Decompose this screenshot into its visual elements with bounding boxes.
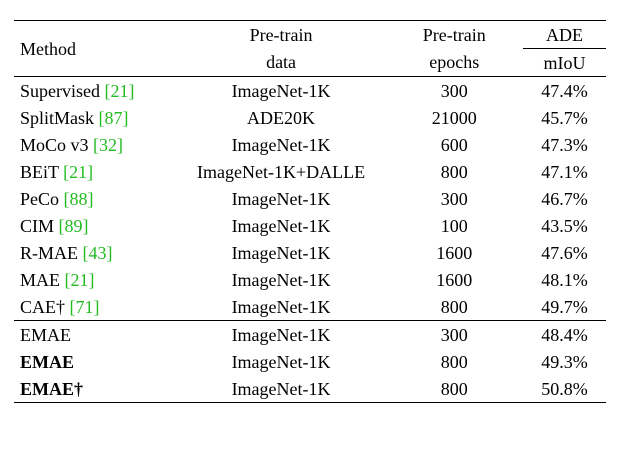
- citation-link[interactable]: [88]: [63, 188, 94, 209]
- ade-group-header: ADE: [523, 20, 606, 49]
- header-row-2: data epochs mIoU: [14, 48, 606, 77]
- pretrain-data-cell: ImageNet-1K: [176, 320, 386, 348]
- pretrain-data-header-line2: data: [176, 48, 386, 77]
- pretrain-epochs-cell: 300: [440, 80, 468, 101]
- miou-cell: 50.8%: [523, 375, 606, 403]
- method-header-label: Method: [20, 38, 76, 59]
- pretrain-data-cell: ImageNet-1K: [231, 215, 331, 236]
- pretrain-epochs-cell: 100: [440, 215, 468, 236]
- method-cell: PeCo [88]: [14, 185, 177, 212]
- table-row: EMAE ImageNet-1K 300 48.4%: [14, 320, 606, 348]
- method-cell: EMAE†: [14, 375, 177, 403]
- method-cell: MAE [21]: [14, 266, 177, 293]
- citation-link[interactable]: [43]: [82, 242, 113, 263]
- miou-cell: 47.6%: [541, 242, 588, 263]
- pretrain-epochs-cell: 800: [385, 375, 524, 403]
- method-name: EMAE: [20, 324, 71, 345]
- pretrain-epochs-cell: 300: [385, 320, 524, 348]
- citation-link[interactable]: [21]: [104, 80, 135, 101]
- method-name: Supervised: [20, 80, 100, 101]
- citation-link[interactable]: [32]: [93, 134, 124, 155]
- table-row: CAE† [71] ImageNet-1K 800 49.7%: [14, 293, 606, 321]
- method-header: Method: [14, 20, 177, 77]
- method-cell: EMAE: [14, 320, 177, 348]
- miou-cell: 47.3%: [541, 134, 588, 155]
- miou-cell: 47.1%: [541, 161, 588, 182]
- pretrain-data-cell: ImageNet-1K: [231, 296, 331, 317]
- miou-cell: 48.4%: [523, 320, 606, 348]
- method-cell: CIM [89]: [14, 212, 177, 239]
- pretrain-epochs-cell: 800: [440, 161, 468, 182]
- miou-cell: 49.3%: [541, 351, 588, 372]
- pretrain-data-cell: ImageNet-1K: [231, 242, 331, 263]
- pretrain-data-cell: ImageNet-1K: [176, 375, 386, 403]
- method-name: PeCo: [20, 188, 60, 209]
- citation-link[interactable]: [89]: [58, 215, 89, 236]
- method-name: CAE†: [20, 296, 65, 317]
- method-name: CIM: [20, 215, 55, 236]
- pretrain-data-cell: ImageNet-1K: [231, 188, 331, 209]
- citation-link[interactable]: [71]: [69, 296, 100, 317]
- method-cell: CAE† [71]: [14, 293, 177, 321]
- miou-cell: 47.4%: [541, 80, 588, 101]
- pretrain-epochs-cell: 800: [440, 296, 468, 317]
- pretrain-data-cell: ImageNet-1K+DALLE: [197, 161, 366, 182]
- table-row: BEiT [21] ImageNet-1K+DALLE 800 47.1%: [14, 158, 606, 185]
- miou-cell: 48.1%: [541, 269, 588, 290]
- table-row: MAE [21] ImageNet-1K 1600 48.1%: [14, 266, 606, 293]
- method-name: MoCo v3: [20, 134, 89, 155]
- pretrain-epochs-header-line2: epochs: [385, 48, 524, 77]
- pretrain-epochs-header-line1: Pre-train: [385, 20, 524, 49]
- pretrain-epochs-cell: 21000: [431, 107, 477, 128]
- method-name: EMAE†: [20, 378, 83, 399]
- pretrain-data-cell: ImageNet-1K: [231, 269, 331, 290]
- miou-cell: 45.7%: [541, 107, 588, 128]
- table-row: CIM [89] ImageNet-1K 100 43.5%: [14, 212, 606, 239]
- method-cell: R-MAE [43]: [14, 239, 177, 266]
- method-name: MAE: [20, 269, 60, 290]
- pretrain-epochs-cell: 800: [440, 351, 468, 372]
- table-row: PeCo [88] ImageNet-1K 300 46.7%: [14, 185, 606, 212]
- method-cell: EMAE: [14, 348, 177, 375]
- citation-link[interactable]: [21]: [63, 161, 94, 182]
- header-row-1: Method Pre-train Pre-train ADE: [14, 20, 606, 77]
- table-row: SplitMask [87] ADE20K 21000 45.7%: [14, 104, 606, 131]
- results-table: Method Pre-train Pre-train ADE data epoc…: [14, 20, 606, 403]
- method-name: SplitMask: [20, 107, 95, 128]
- pretrain-data-cell: ImageNet-1K: [231, 134, 331, 155]
- method-name: BEiT: [20, 161, 59, 182]
- miou-cell: 49.7%: [541, 296, 588, 317]
- table-row: Supervised [21] ImageNet-1K 300 47.4%: [14, 77, 606, 105]
- method-name: EMAE: [20, 351, 74, 372]
- miou-cell: 46.7%: [541, 188, 588, 209]
- table-body: Supervised [21] ImageNet-1K 300 47.4% SplitM…: [14, 77, 606, 403]
- method-cell: BEiT [21]: [14, 158, 177, 185]
- pretrain-epochs-cell: 300: [440, 188, 468, 209]
- method-cell: Supervised [21]: [14, 77, 177, 105]
- pretrain-epochs-cell: 600: [440, 134, 468, 155]
- miou-cell: 43.5%: [541, 215, 588, 236]
- method-cell: SplitMask [87]: [14, 104, 177, 131]
- citation-link[interactable]: [21]: [64, 269, 95, 290]
- table-row: MoCo v3 [32] ImageNet-1K 600 47.3%: [14, 131, 606, 158]
- method-cell: MoCo v3 [32]: [14, 131, 177, 158]
- pretrain-epochs-cell: 1600: [436, 242, 473, 263]
- table-row: EMAE† ImageNet-1K 800 50.8%: [14, 375, 606, 403]
- pretrain-data-cell: ImageNet-1K: [231, 80, 331, 101]
- pretrain-data-cell: ImageNet-1K: [231, 351, 331, 372]
- pretrain-epochs-cell: 1600: [436, 269, 473, 290]
- miou-header: mIoU: [523, 48, 606, 77]
- pretrain-data-cell: ADE20K: [247, 107, 316, 128]
- citation-link[interactable]: [87]: [98, 107, 129, 128]
- table-row: R-MAE [43] ImageNet-1K 1600 47.6%: [14, 239, 606, 266]
- method-name: R-MAE: [20, 242, 78, 263]
- pretrain-data-header-line1: Pre-train: [176, 20, 386, 49]
- table-row: EMAE ImageNet-1K 800 49.3%: [14, 348, 606, 375]
